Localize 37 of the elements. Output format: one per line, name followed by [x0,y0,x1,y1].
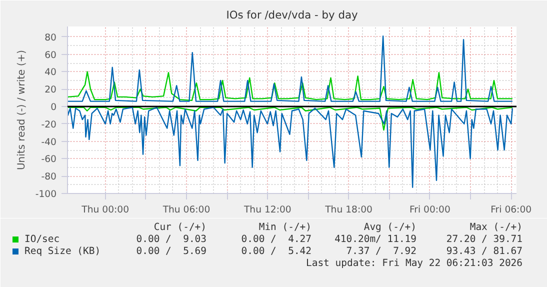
text: 7.37 / 7.92 [346,246,417,257]
x-tick-label: Fri 06:00 [490,204,532,216]
text: Min (-/+) [258,222,312,233]
text: 0.00 / 9.03 [136,234,207,245]
y-axis-title: Units read (-) / write (+) [16,50,28,170]
text: Max (-/+) [470,222,523,233]
text: 0.00 / 5.69 [136,246,207,257]
y-tick-label: -20 [41,119,57,130]
text: Last update: Fri May 22 06:21:03 2026 [306,258,523,269]
y-tick-label: -100 [35,189,57,200]
text: 0.00 / 5.42 [241,246,312,257]
y-tick-label: -60 [41,154,57,166]
text: 93.43 / 81.67 [446,246,523,257]
chart-title: IOs for /dev/vda - by day [226,8,358,22]
text: Cur (-/+) [154,222,207,233]
line-series [68,71,514,102]
y-tick-label: 20 [44,84,57,96]
line-series [68,106,514,188]
y-tick-label: -80 [41,172,57,183]
line-series [68,106,514,131]
text: 0.00 / 4.27 [241,234,312,245]
text: 410.20m/ 11.19 [334,234,417,245]
text: 27.20 / 39.71 [446,234,523,245]
text: Avg (-/+) [364,222,417,233]
legend-label: Req Size (KB) [24,246,101,257]
x-tick-label: Thu 06:00 [162,204,210,216]
y-tick-label: -40 [41,136,57,148]
y-tick-label: 60 [44,50,57,61]
x-tick-label: Thu 00:00 [80,204,130,216]
y-tick-label: 0 [50,102,57,114]
x-tick-label: Thu 12:00 [242,204,292,216]
y-tick-label: 80 [44,32,57,44]
x-tick-label: Fri 00:00 [409,204,450,216]
line-series [68,35,514,102]
legend-label: IO/sec [24,234,60,245]
x-tick-label: Thu 18:00 [324,204,373,216]
y-tick-label: 40 [44,67,57,78]
